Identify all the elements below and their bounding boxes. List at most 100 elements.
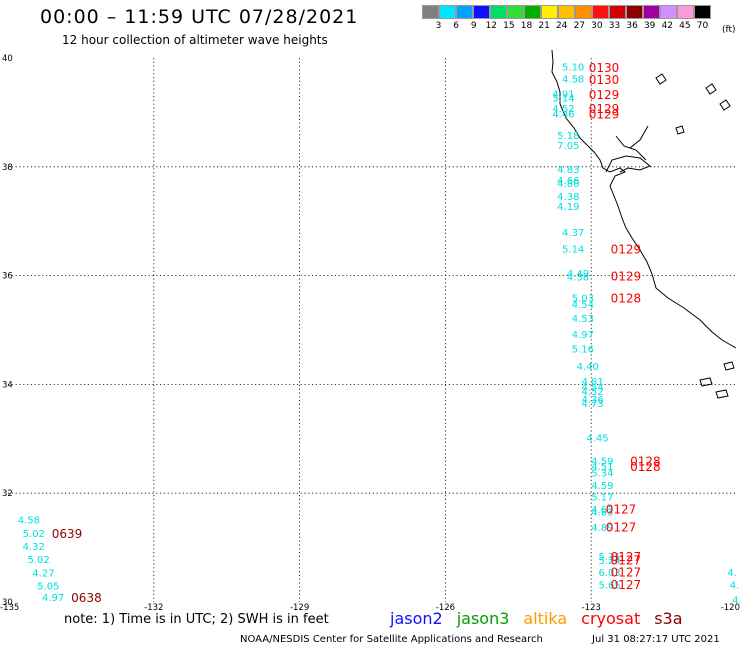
lon-tick-label: -120	[721, 603, 740, 613]
legend-label: 33	[608, 21, 621, 31]
swh-value: 4.83	[557, 165, 579, 176]
legend-label: 45	[679, 21, 691, 31]
swh-value: 4.54	[572, 300, 594, 311]
swh-value: 5.18	[557, 131, 579, 142]
swh-value: 5.17	[591, 492, 613, 503]
swh-value: 4.54	[581, 383, 603, 394]
pass-time-label: 0130	[589, 73, 620, 87]
lon-tick-label: -129	[290, 603, 309, 613]
swh-value: 4.91	[552, 89, 574, 100]
legend-swatch	[490, 5, 507, 19]
satellite-jason2: jason2	[390, 609, 443, 628]
legend-label: 30	[591, 21, 603, 31]
satellite-cryosat: cryosat	[581, 609, 641, 628]
pass-time-label: 0127	[611, 554, 642, 568]
legend-swatch	[541, 5, 558, 19]
pass-time-label: 0128	[630, 455, 661, 469]
swh-value: 5.03	[572, 293, 594, 304]
california-coastline	[551, 49, 737, 349]
swh-value: 5.24	[598, 556, 620, 567]
satellite-s3a: s3a	[654, 609, 683, 628]
lon-tick-label: -135	[0, 603, 19, 613]
pass-time-label: 0127	[611, 566, 642, 580]
swh-value: 4.80	[557, 179, 579, 190]
swh-value: 4.49	[567, 269, 589, 280]
swh-value: 5.16	[572, 344, 594, 355]
swh-value: 4.66	[557, 176, 579, 187]
swh-value: 4.81	[581, 377, 603, 388]
legend-label: 36	[626, 21, 638, 31]
lat-tick-label: 36	[2, 272, 13, 282]
swh-value: 4.59	[591, 481, 613, 492]
legend-swatch	[575, 5, 592, 19]
legend-label: 42	[661, 21, 674, 31]
satellite-legend: jason2 jason3 altika cryosat s3a	[390, 609, 697, 628]
pass-time-label: 0127	[611, 578, 642, 592]
swh-value: 4.46	[552, 109, 574, 120]
pass-time-label: 0127	[606, 520, 637, 534]
swh-value: 7.05	[557, 141, 579, 152]
swh-value: 4.32	[23, 542, 45, 553]
legend-swatch	[422, 5, 439, 19]
color-legend: 3 6 9 12 15 18 21 24 27 30 33 36 39 42 45 70 (ft)	[422, 5, 736, 35]
observations-layer: 5.104.584.915.144.524.465.187.054.834.66…	[18, 63, 740, 607]
swh-value: 4.89	[591, 523, 613, 534]
legend-swatch	[439, 5, 456, 19]
swh-value: 4.3	[732, 595, 740, 606]
swh-value: 4.36	[581, 395, 603, 406]
legend-swatch	[694, 5, 711, 19]
swh-value: 5.10	[562, 63, 584, 74]
swh-value: 5.05	[37, 582, 59, 593]
pass-time-label: 0127	[606, 503, 637, 517]
swh-value: 4.58	[562, 75, 584, 86]
pass-time-label: 0638	[71, 591, 102, 605]
swh-value: 5.14	[552, 94, 574, 105]
legend-unit: (ft)	[722, 25, 736, 35]
legend-swatch	[626, 5, 643, 19]
swh-value: 4.38	[567, 273, 589, 284]
legend-label: 3	[435, 21, 442, 31]
axis-labels: 40 38 36 34 32 30-135 -132 -129 -126 -123 -120	[0, 54, 740, 613]
lat-tick-label: 40	[2, 54, 13, 64]
timestamp-text: Jul 31 08:27:17 UTC 2021	[592, 634, 720, 645]
legend-label: 9	[470, 21, 477, 31]
swh-value: 4.97	[572, 330, 594, 341]
legend-label: 18	[520, 21, 533, 31]
legend-swatch	[456, 5, 473, 19]
swh-value: 4.37	[562, 228, 584, 239]
legend-swatch	[660, 5, 677, 19]
lon-tick-label: -126	[436, 603, 455, 613]
pass-time-label: 0129	[611, 270, 642, 284]
swh-value: 5.65	[598, 581, 620, 592]
swh-value: 5.31	[598, 552, 620, 563]
pass-time-label: 0129	[589, 102, 620, 116]
pass-time-label: 0128	[630, 460, 661, 474]
legend-label: 39	[643, 21, 656, 31]
swh-value: 4.83	[591, 508, 613, 519]
legend-swatch	[592, 5, 609, 19]
legend-label: 70	[696, 21, 709, 31]
pass-time-label: 0639	[52, 527, 83, 541]
coastline	[551, 49, 737, 399]
pass-time-label: 0128	[611, 291, 642, 305]
pass-time-label: 0130	[589, 61, 620, 75]
legend-swatch	[558, 5, 575, 19]
footer-note: note: 1) Time is in UTC; 2) SWH is in fe…	[64, 612, 329, 627]
credit-text: NOAA/NESDIS Center for Satellite Applica…	[240, 634, 543, 645]
swh-value: 4.	[730, 581, 740, 592]
swh-value: 4.51	[591, 462, 613, 473]
swh-value: 4.97	[42, 593, 64, 604]
legend-swatch	[609, 5, 626, 19]
inland-river-outline	[615, 125, 649, 161]
satellite-altika: altika	[523, 609, 568, 628]
legend-label: 24	[555, 21, 568, 31]
legend-swatch	[643, 5, 660, 19]
lat-tick-label: 34	[2, 380, 13, 390]
footer-credit: NOAA/NESDIS Center for Satellite Applica…	[240, 634, 720, 645]
pass-time-label: 0129	[589, 108, 620, 122]
pass-time-label: 0127	[611, 550, 642, 564]
legend-label: 12	[485, 21, 498, 31]
swh-value: 4.40	[577, 362, 599, 373]
legend-label: 27	[573, 21, 586, 31]
